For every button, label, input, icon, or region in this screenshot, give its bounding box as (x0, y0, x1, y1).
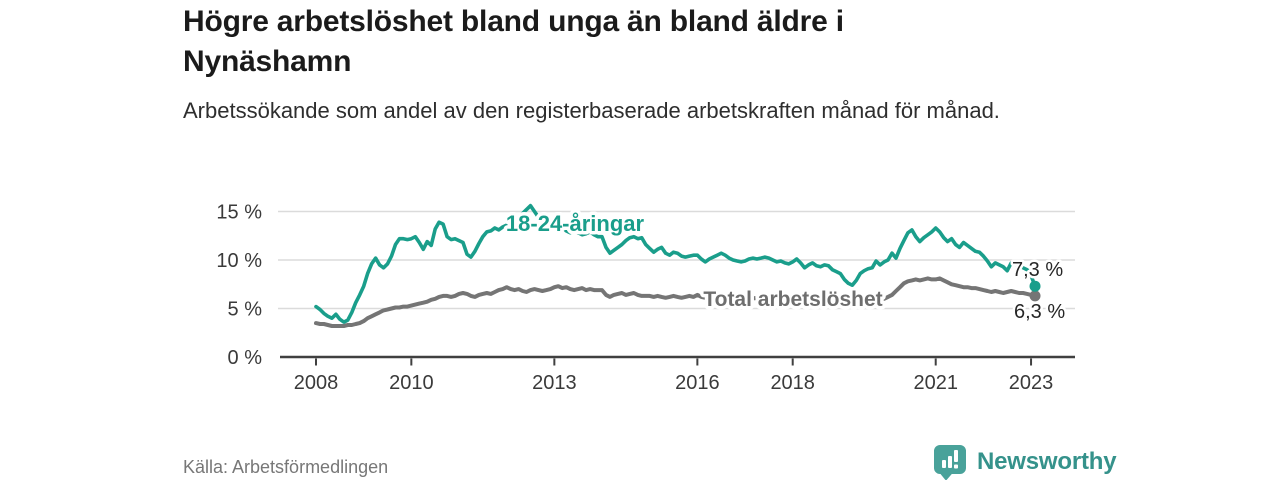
brand-name: Newsworthy (977, 448, 1117, 475)
end-value-label-youth: 7,3 % (1012, 259, 1063, 281)
source-note: Källa: Arbetsförmedlingen (183, 457, 389, 477)
y-axis-tick-label: 0 % (228, 347, 263, 369)
end-value-label-total: 6,3 % (1014, 301, 1065, 323)
x-axis-tick-label: 2013 (532, 372, 577, 394)
series-label-youth: 18-24-åringar (506, 211, 645, 236)
newsworthy-logo-icon (934, 444, 966, 480)
x-axis-tick-label: 2010 (389, 372, 434, 394)
y-axis-tick-label: 15 % (216, 202, 262, 224)
x-axis-tick-label: 2021 (913, 372, 958, 394)
x-axis-tick-label: 2016 (675, 372, 720, 394)
series-label-total: Total arbetslöshet (703, 288, 882, 311)
page-subtitle: Arbetssökande som andel av den registerb… (183, 98, 1000, 123)
y-axis-tick-label: 10 % (216, 250, 262, 272)
y-axis-tick-label: 5 % (228, 299, 263, 321)
brand-logo: Newsworthy (934, 444, 1117, 480)
x-axis-tick-label: 2023 (1009, 372, 1054, 394)
end-dot-youth (1029, 280, 1041, 292)
series-line-youth (314, 203, 1037, 324)
x-axis-tick-label: 2018 (770, 372, 815, 394)
page-title: Högre arbetslöshet bland unga än bland ä… (183, 5, 844, 78)
series-line-total (314, 276, 1037, 328)
x-axis-tick-label: 2008 (294, 372, 339, 394)
end-dot-total (1029, 290, 1041, 302)
